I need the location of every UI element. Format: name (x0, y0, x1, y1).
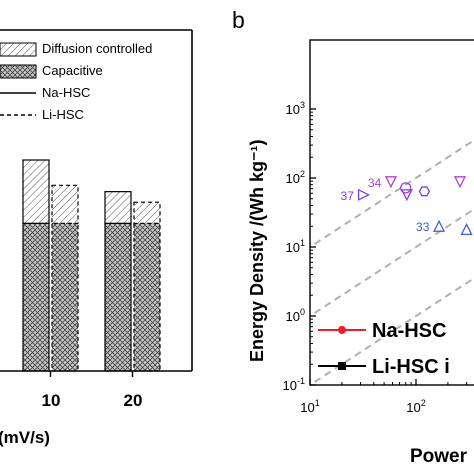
bar-capacitive-li-hsc (133, 222, 161, 372)
reference-lines (310, 139, 474, 385)
b-y-tick-label: 103 (286, 100, 305, 117)
legend-b: Na-HSC Li-HSC i (318, 320, 450, 378)
bars-a (22, 159, 161, 372)
b-y-tick-label: 101 (286, 238, 305, 255)
b-y-axis-label: Energy Density /(Wh kg⁻¹) (247, 139, 267, 362)
data-point (400, 189, 413, 202)
b-axes-frame (309, 39, 474, 386)
panel-a: Diffusion controlled Capacitive Na-HSC Li-H… (0, 29, 193, 447)
legend-marker (338, 326, 346, 334)
data-point (400, 182, 412, 194)
legend-label: Capacitive (42, 63, 103, 78)
bar-diffusion-na-hsc (104, 191, 132, 224)
a-x-ticks: 10 20 (42, 371, 143, 410)
bar-diffusion-na-hsc (22, 159, 50, 224)
reference-line (310, 139, 474, 249)
data-point (384, 176, 397, 189)
legend-marker (338, 362, 346, 370)
legend-label: Na-HSC (42, 85, 90, 100)
b-x-ticks: 101 102 (300, 379, 468, 415)
a-x-tick-label: 10 (42, 391, 61, 410)
b-x-tick-label: 102 (406, 398, 425, 415)
a-x-tick-label: 20 (124, 391, 143, 410)
legend-swatch-hatch (0, 42, 37, 57)
bar-diffusion-li-hsc (133, 201, 161, 224)
data-point (460, 222, 473, 236)
b-y-tick-label: 10-1 (283, 376, 305, 393)
data-point (357, 188, 370, 201)
data-point (418, 186, 431, 197)
legend-label: Li-HSC i (372, 356, 450, 378)
point-label: 33 (416, 220, 430, 234)
bar-capacitive-na-hsc (22, 222, 50, 372)
data-point (453, 176, 467, 189)
b-y-tick-label: 102 (286, 169, 305, 186)
plot-area-b: 37 34 33 (310, 139, 474, 385)
b-x-axis-label: Power (410, 446, 468, 467)
point-label: 34 (368, 176, 382, 190)
legend-swatch-crosshatch (0, 64, 37, 79)
legend-label: Na-HSC (372, 320, 446, 342)
a-x-axis-label: (mV/s) (0, 428, 50, 447)
legend-label: Diffusion controlled (42, 41, 152, 56)
bar-capacitive-na-hsc (104, 222, 132, 372)
point-label: 37 (341, 189, 355, 203)
bar-capacitive-li-hsc (51, 222, 79, 372)
reference-line (310, 277, 474, 385)
bar-diffusion-li-hsc (51, 184, 79, 224)
panel-b: b 37 34 33 10-1 100 101 102 103 101 102 Energy … (232, 7, 474, 467)
b-y-tick-label: 100 (286, 307, 305, 324)
legend-a: Diffusion controlled Capacitive Na-HSC Li-H… (0, 41, 152, 122)
panel-label-b: b (232, 7, 245, 33)
legend-label: Li-HSC (42, 107, 84, 122)
b-y-ticks: 10-1 100 101 102 103 (283, 100, 316, 393)
reference-line (310, 208, 474, 318)
data-point (433, 219, 446, 232)
b-x-tick-label: 101 (300, 398, 319, 415)
